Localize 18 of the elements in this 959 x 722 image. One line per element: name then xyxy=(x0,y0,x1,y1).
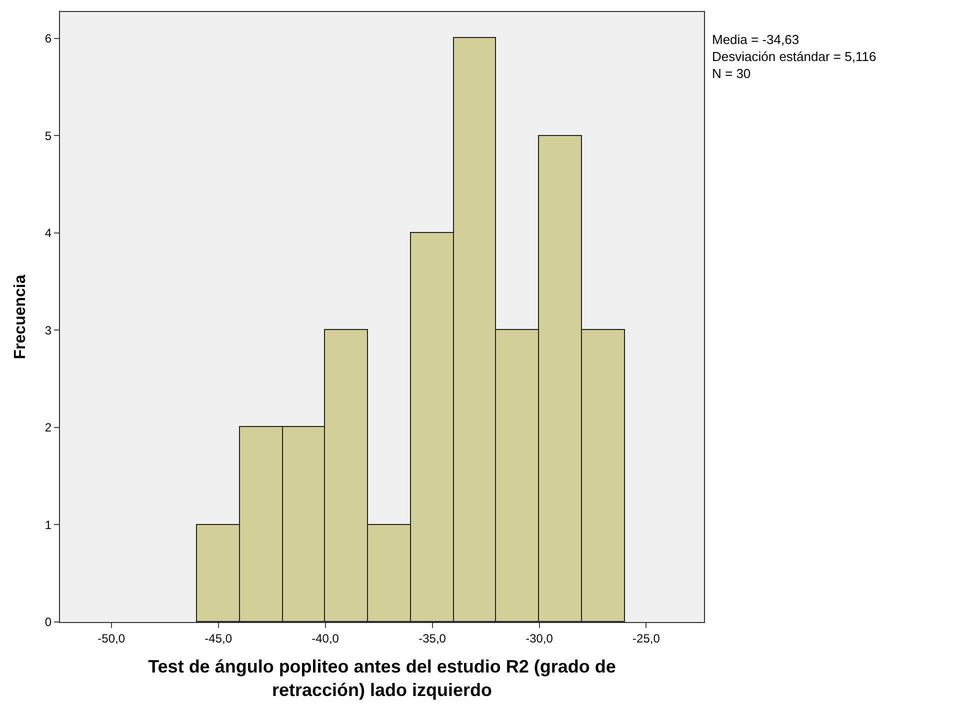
x-axis-title: Test de ángulo popliteo antes del estudio R2 (grado de retracción) lado izquierdo xyxy=(148,656,616,700)
y-tick-label: 6 xyxy=(44,31,52,46)
y-tick-label: 5 xyxy=(44,128,52,143)
text: Desviación estándar = 5,116 xyxy=(712,48,876,64)
x-tick-label: -30,0 xyxy=(526,631,554,646)
x-tick-label: -40,0 xyxy=(312,631,340,646)
x-tick-label: -45,0 xyxy=(204,631,232,646)
y-tick-label: 0 xyxy=(44,615,52,630)
y-tick-label: 1 xyxy=(44,518,52,532)
y-tick-label: 2 xyxy=(44,420,52,435)
text: Media = -34,63 xyxy=(712,32,800,47)
y-tick-label: 4 xyxy=(44,226,52,240)
x-tick-label: -50,0 xyxy=(98,631,126,646)
y-axis-title: Frecuencia xyxy=(12,274,29,360)
y-tick-label: 3 xyxy=(44,323,52,338)
text: N = 30 xyxy=(712,66,751,81)
x-tick-label: -35,0 xyxy=(418,631,446,646)
x-tick-label: -25,0 xyxy=(632,631,660,646)
